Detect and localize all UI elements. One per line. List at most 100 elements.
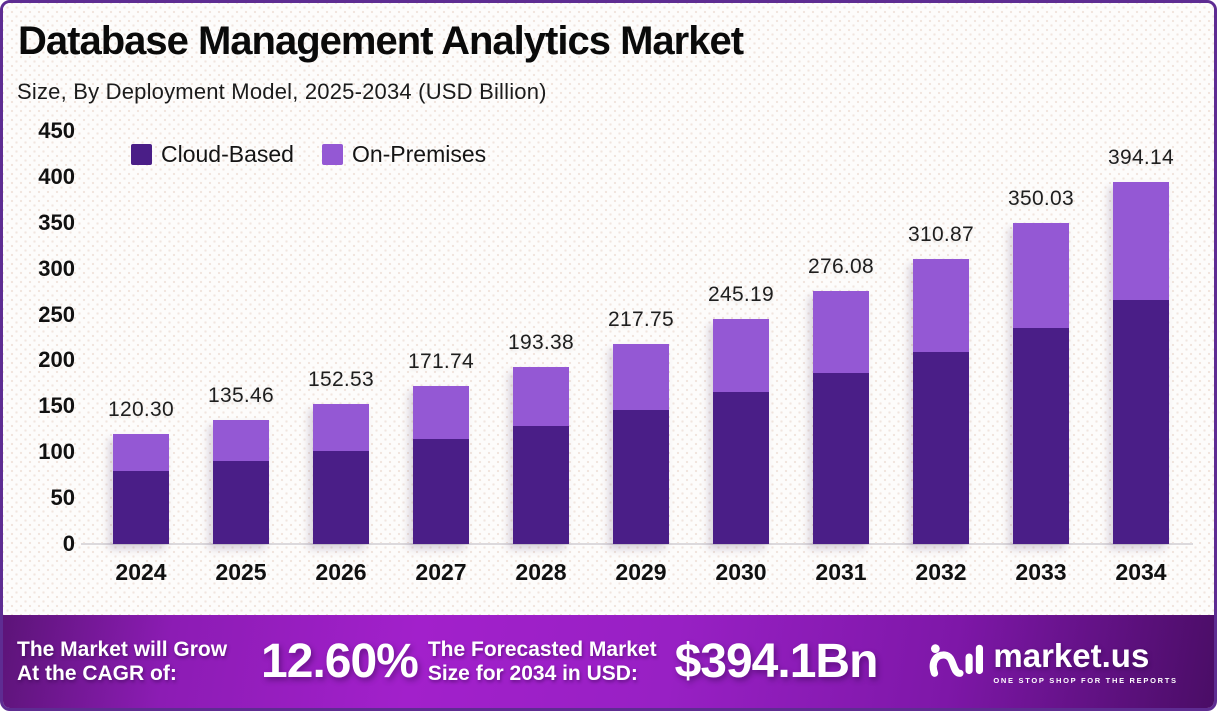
bar-column: 394.14 (1091, 131, 1191, 544)
brand-name: market.us (993, 636, 1150, 674)
bar-segment-on-premises (1113, 182, 1169, 300)
x-tick-label: 2034 (1115, 559, 1167, 585)
bar-segment-on-premises (413, 386, 469, 440)
bar-segment-on-premises (913, 258, 969, 352)
bar-column: 350.03 (991, 131, 1091, 544)
stacked-bar (413, 386, 469, 544)
bar-total-label: 245.19 (707, 283, 775, 307)
bar-segment-on-premises (113, 433, 169, 471)
legend: Cloud-Based On-Premises (131, 141, 486, 168)
plot-area: Cloud-Based On-Premises 120.30 135.46 152.5… (91, 131, 1191, 544)
x-tick-label: 2030 (715, 559, 767, 585)
y-tick-label: 100 (38, 439, 75, 465)
stacked-bar (113, 433, 169, 544)
legend-label: On-Premises (351, 141, 487, 167)
y-tick-label: 0 (62, 531, 75, 556)
stacked-bar (213, 419, 269, 544)
bar-segment-cloud-based (1113, 299, 1169, 544)
cagr-label-line2: At the CAGR of: (17, 661, 177, 685)
bar-segment-on-premises (313, 404, 369, 451)
y-tick-label: 50 (50, 485, 75, 511)
bar-segment-cloud-based (913, 351, 969, 544)
x-tick-label: 2025 (215, 559, 267, 585)
bar-segment-on-premises (713, 319, 769, 393)
x-tick-label: 2027 (415, 559, 467, 585)
x-tick-label: 2032 (915, 559, 967, 585)
y-tick-label: 200 (38, 347, 75, 373)
bar-column: 217.75 (591, 131, 691, 544)
bar-segment-cloud-based (513, 426, 569, 544)
bar-total-label: 152.53 (307, 368, 375, 392)
brand-tagline: ONE STOP SHOP FOR THE REPORTS (993, 675, 1178, 685)
x-axis-labels: 2024 2025 2026 2027 2028 2029 2030 2031 2032 2033… (91, 559, 1191, 586)
bar-total-label: 193.38 (507, 330, 575, 354)
stacked-bar (513, 366, 569, 544)
bar-column: 135.46 (191, 131, 291, 544)
bar-total-label: 276.08 (807, 254, 875, 278)
bar-total-label: 120.30 (107, 397, 175, 421)
stacked-bar (613, 344, 669, 544)
cagr-label-line1: The Market will Grow (17, 637, 228, 661)
bar-total-label: 217.75 (607, 308, 675, 332)
stacked-bar (1113, 182, 1169, 544)
stacked-bar (1013, 222, 1069, 544)
forecast-label-line2: Size for 2034 in USD: (427, 661, 638, 685)
x-axis-line (81, 543, 1193, 545)
bar-column: 310.87 (891, 131, 991, 544)
bar-segment-on-premises (1013, 222, 1069, 329)
bar-total-label: 394.14 (1107, 146, 1175, 170)
y-tick-label: 250 (38, 301, 75, 327)
y-tick-label: 300 (38, 255, 75, 281)
bar-segment-cloud-based (113, 470, 169, 544)
x-tick-label: 2033 (1015, 559, 1067, 585)
bar-total-label: 171.74 (407, 350, 475, 374)
y-tick-label: 350 (38, 209, 75, 235)
bar-segment-cloud-based (613, 410, 669, 544)
market-us-logo-icon (929, 636, 984, 687)
legend-item-cloud-based: Cloud-Based (131, 141, 294, 168)
y-tick-label: 450 (38, 118, 75, 143)
cagr-label: The Market will Grow At the CAGR of: (17, 638, 227, 686)
bar-total-label: 350.03 (1007, 186, 1075, 210)
bar-column: 245.19 (691, 131, 791, 544)
bar-segment-cloud-based (1013, 328, 1069, 544)
stacked-bar (913, 258, 969, 544)
stacked-bar (313, 404, 369, 544)
bar-column: 171.74 (391, 131, 491, 544)
stacked-bar (813, 290, 869, 544)
footer-banner: The Market will Grow At the CAGR of: 12.… (3, 615, 1214, 708)
bar-column: 276.08 (791, 131, 891, 544)
page-subtitle: Size, By Deployment Model, 2025-2034 (US… (17, 79, 547, 104)
stacked-bar (713, 319, 769, 544)
y-axis-labels: 450 400 350 300 250 200 150 100 50 0 (3, 118, 75, 556)
bar-segment-on-premises (613, 344, 669, 410)
legend-swatch (321, 144, 343, 165)
bar-segment-cloud-based (713, 392, 769, 544)
forecast-label: The Forecasted Market Size for 2034 in U… (428, 638, 657, 686)
bar-segment-cloud-based (813, 373, 869, 544)
bar-total-label: 310.87 (907, 222, 975, 246)
bar-column: 152.53 (291, 131, 391, 544)
market-us-brand: market.us ONE STOP SHOP FOR THE REPORTS (929, 636, 1177, 687)
x-tick-label: 2026 (315, 559, 367, 585)
bar-segment-on-premises (813, 290, 869, 373)
legend-item-on-premises: On-Premises (321, 141, 487, 168)
bar-segment-cloud-based (313, 450, 369, 544)
bar-column: 193.38 (491, 131, 591, 544)
x-tick-label: 2024 (115, 559, 167, 585)
x-tick-label: 2031 (815, 559, 867, 585)
bar-segment-on-premises (513, 366, 569, 427)
x-tick-label: 2028 (515, 559, 567, 585)
y-tick-label: 150 (38, 393, 75, 419)
brand-text: market.us ONE STOP SHOP FOR THE REPORTS (993, 639, 1177, 685)
forecast-value: $394.1Bn (674, 635, 879, 688)
page-title: Database Management Analytics Market (18, 19, 744, 63)
chart-section: Database Management Analytics Market Siz… (3, 3, 1214, 615)
forecast-label-line1: The Forecasted Market (427, 637, 657, 661)
legend-swatch (131, 144, 152, 165)
x-tick-label: 2029 (615, 559, 667, 585)
bar-segment-cloud-based (213, 460, 269, 544)
bar-column: 120.30 (91, 131, 191, 544)
bar-segment-on-premises (213, 419, 269, 461)
